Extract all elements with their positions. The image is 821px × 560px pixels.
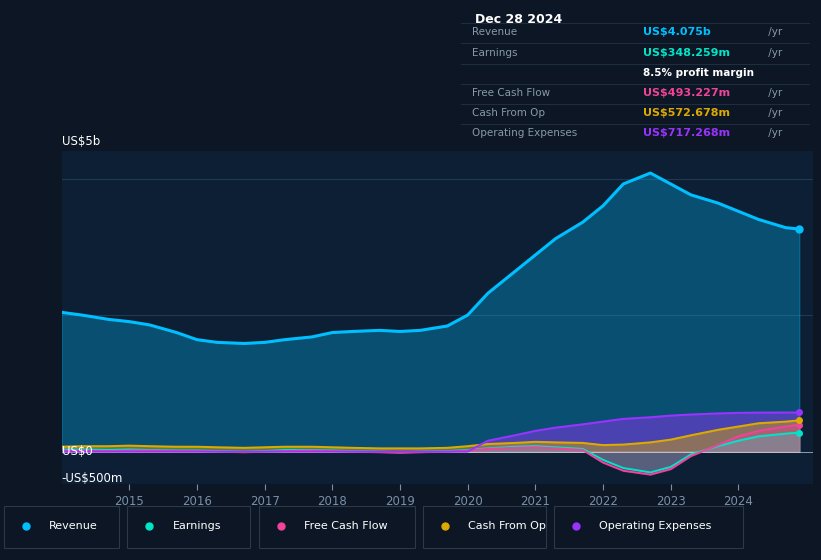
Text: Dec 28 2024: Dec 28 2024 [475, 13, 562, 26]
Text: Revenue: Revenue [49, 521, 98, 531]
Text: Free Cash Flow: Free Cash Flow [472, 88, 550, 98]
Text: /yr: /yr [765, 108, 782, 118]
Text: US$348.259m: US$348.259m [643, 48, 730, 58]
Text: /yr: /yr [765, 128, 782, 138]
Text: US$493.227m: US$493.227m [643, 88, 730, 98]
Text: 8.5% profit margin: 8.5% profit margin [643, 68, 754, 78]
Text: US$572.678m: US$572.678m [643, 108, 730, 118]
Text: /yr: /yr [765, 27, 782, 38]
Text: Cash From Op: Cash From Op [468, 521, 546, 531]
Text: US$0: US$0 [62, 445, 92, 458]
Text: Earnings: Earnings [472, 48, 517, 58]
Text: Revenue: Revenue [472, 27, 517, 38]
Text: US$5b: US$5b [62, 136, 100, 148]
Text: Operating Expenses: Operating Expenses [599, 521, 712, 531]
Text: US$4.075b: US$4.075b [643, 27, 711, 38]
Text: Operating Expenses: Operating Expenses [472, 128, 577, 138]
FancyBboxPatch shape [127, 506, 250, 548]
Text: US$717.268m: US$717.268m [643, 128, 730, 138]
Text: Earnings: Earnings [172, 521, 221, 531]
Text: Free Cash Flow: Free Cash Flow [304, 521, 388, 531]
Text: -US$500m: -US$500m [62, 473, 123, 486]
FancyBboxPatch shape [554, 506, 743, 548]
Text: /yr: /yr [765, 88, 782, 98]
Text: /yr: /yr [765, 48, 782, 58]
FancyBboxPatch shape [423, 506, 546, 548]
Text: Cash From Op: Cash From Op [472, 108, 545, 118]
FancyBboxPatch shape [259, 506, 415, 548]
FancyBboxPatch shape [4, 506, 119, 548]
